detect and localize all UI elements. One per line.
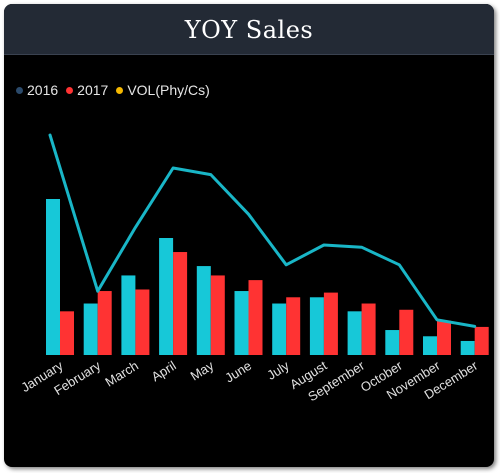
bar-2016-december xyxy=(461,341,475,355)
bar-2016-august xyxy=(310,297,324,355)
bar-2016-september xyxy=(348,311,362,355)
bar-2016-january xyxy=(46,199,60,355)
bar-2017-november xyxy=(437,321,451,355)
x-tick-label-april: April xyxy=(149,358,179,385)
bar-2017-august xyxy=(324,293,338,355)
bar-2017-december xyxy=(475,327,489,355)
bar-2017-march xyxy=(135,289,149,355)
x-tick-label-march: March xyxy=(102,358,141,390)
bar-2017-april xyxy=(173,252,187,355)
bar-2016-june xyxy=(235,291,249,355)
x-tick-label-may: May xyxy=(188,358,217,384)
x-tick-label-june: June xyxy=(222,358,254,386)
bar-2017-february xyxy=(98,291,112,355)
bar-2017-may xyxy=(211,275,225,355)
bar-2016-february xyxy=(84,304,98,355)
bar-2016-october xyxy=(385,330,399,355)
bar-2017-september xyxy=(362,304,376,355)
bar-2017-october xyxy=(399,310,413,355)
bar-2017-july xyxy=(286,297,300,355)
bar-2016-july xyxy=(272,304,286,355)
bar-2017-june xyxy=(249,280,263,355)
bar-2016-may xyxy=(197,266,211,355)
bar-2016-april xyxy=(159,238,173,355)
bar-2016-march xyxy=(121,275,135,355)
bar-2017-january xyxy=(60,311,74,355)
bar-2016-november xyxy=(423,336,437,355)
